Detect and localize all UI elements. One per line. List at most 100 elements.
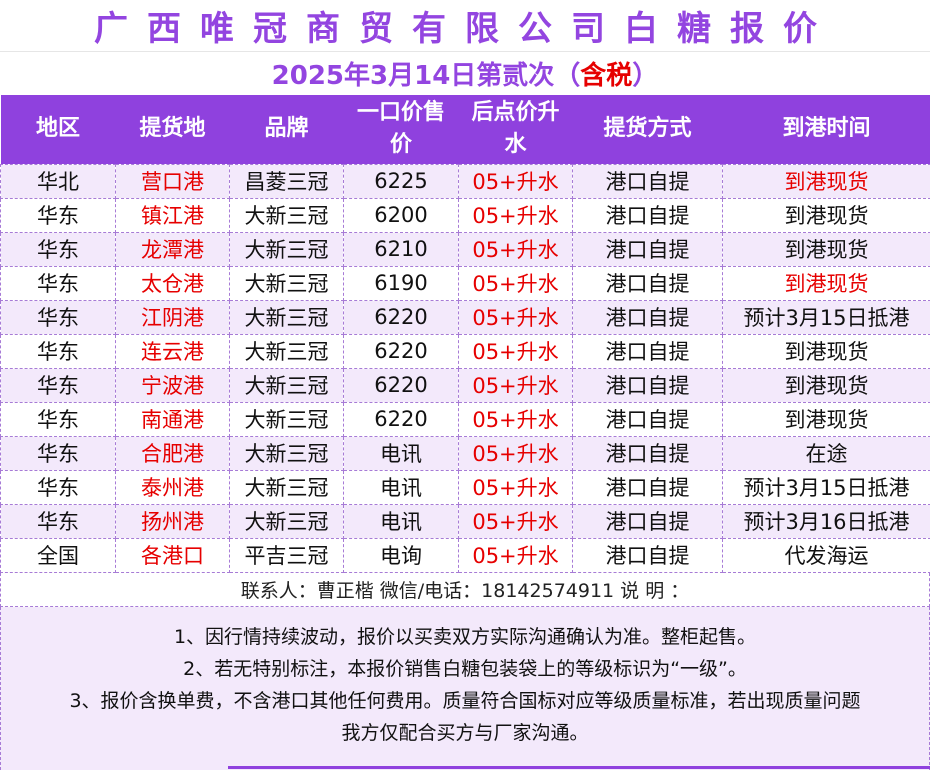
cell-method: 港口自提 xyxy=(573,402,723,436)
cell-brand: 平吉三冠 xyxy=(230,538,344,572)
note-1: 1、因行情持续波动，报价以买卖双方实际沟通确认为准。整柜起售。 xyxy=(174,621,756,653)
cell-brand: 大新三冠 xyxy=(230,232,344,266)
cell-brand: 大新三冠 xyxy=(230,504,344,538)
cell-port: 扬州港 xyxy=(116,504,230,538)
cell-port: 连云港 xyxy=(116,334,230,368)
cell-arrival: 在途 xyxy=(723,436,930,470)
cell-price: 6220 xyxy=(344,402,459,436)
note-4: 我方仅配合买方与厂家沟通。 xyxy=(341,717,588,749)
cell-price: 6190 xyxy=(344,266,459,300)
cell-port: 江阴港 xyxy=(116,300,230,334)
cell-brand: 大新三冠 xyxy=(230,266,344,300)
cell-brand: 昌菱三冠 xyxy=(230,164,344,198)
date-text: 2025年3月14日第贰次（ xyxy=(272,55,581,92)
cell-port: 营口港 xyxy=(116,164,230,198)
cell-price: 电讯 xyxy=(344,504,459,538)
cell-brand: 大新三冠 xyxy=(230,300,344,334)
cell-price: 6220 xyxy=(344,368,459,402)
cell-method: 港口自提 xyxy=(573,198,723,232)
header-arrival: 到港时间 xyxy=(723,95,930,164)
cell-brand: 大新三冠 xyxy=(230,334,344,368)
header-price: 一口价售价 xyxy=(344,95,459,164)
cell-method: 港口自提 xyxy=(573,538,723,572)
cell-arrival: 到港现货 xyxy=(723,334,930,368)
cell-premium: 05+升水 xyxy=(459,266,573,300)
cell-premium: 05+升水 xyxy=(459,232,573,266)
cell-premium: 05+升水 xyxy=(459,436,573,470)
header-region: 地区 xyxy=(1,95,116,164)
cell-region: 华东 xyxy=(1,232,116,266)
cell-price: 6200 xyxy=(344,198,459,232)
cell-method: 港口自提 xyxy=(573,266,723,300)
date-close: ） xyxy=(632,55,658,92)
cell-arrival: 到港现货 xyxy=(723,402,930,436)
cell-region: 华东 xyxy=(1,198,116,232)
cell-method: 港口自提 xyxy=(573,300,723,334)
cell-brand: 大新三冠 xyxy=(230,436,344,470)
cell-premium: 05+升水 xyxy=(459,368,573,402)
cell-method: 港口自提 xyxy=(573,504,723,538)
cell-price: 6210 xyxy=(344,232,459,266)
cell-arrival: 到港现货 xyxy=(723,266,930,300)
cell-arrival: 预计3月15日抵港 xyxy=(723,300,930,334)
cell-port: 各港口 xyxy=(116,538,230,572)
cell-port: 龙潭港 xyxy=(116,232,230,266)
header-port: 提货地 xyxy=(116,95,230,164)
cell-arrival: 到港现货 xyxy=(723,164,930,198)
cell-arrival: 预计3月16日抵港 xyxy=(723,504,930,538)
cell-region: 华东 xyxy=(1,470,116,504)
cell-price: 6225 xyxy=(344,164,459,198)
contact-info: 联系人：曹正楷 微信/电话：18142574911 说 明 ： xyxy=(0,573,930,607)
page-title: 广西唯冠商贸有限公司白糖报价 xyxy=(0,0,930,52)
table-header: 地区提货地品牌一口价售价后点价升水提货方式到港时间 xyxy=(1,95,930,164)
cell-price: 电讯 xyxy=(344,470,459,504)
cell-port: 南通港 xyxy=(116,402,230,436)
cell-port: 太仓港 xyxy=(116,266,230,300)
cell-premium: 05+升水 xyxy=(459,300,573,334)
cell-price: 6220 xyxy=(344,300,459,334)
cell-arrival: 到港现货 xyxy=(723,232,930,266)
cell-region: 华东 xyxy=(1,504,116,538)
cell-arrival: 到港现货 xyxy=(723,368,930,402)
cell-region: 华北 xyxy=(1,164,116,198)
cell-port: 泰州港 xyxy=(116,470,230,504)
cell-premium: 05+升水 xyxy=(459,164,573,198)
cell-premium: 05+升水 xyxy=(459,538,573,572)
cell-price: 电询 xyxy=(344,538,459,572)
cell-brand: 大新三冠 xyxy=(230,402,344,436)
cell-method: 港口自提 xyxy=(573,436,723,470)
cell-region: 华东 xyxy=(1,334,116,368)
cell-arrival: 代发海运 xyxy=(723,538,930,572)
cell-method: 港口自提 xyxy=(573,368,723,402)
header-method: 提货方式 xyxy=(573,95,723,164)
cell-price: 6220 xyxy=(344,334,459,368)
cell-brand: 大新三冠 xyxy=(230,368,344,402)
tax-label: 含税 xyxy=(580,55,632,92)
cell-premium: 05+升水 xyxy=(459,470,573,504)
date-subtitle: 2025年3月14日第贰次（含税） xyxy=(0,52,930,95)
cell-method: 港口自提 xyxy=(573,334,723,368)
cell-method: 港口自提 xyxy=(573,164,723,198)
cell-port: 镇江港 xyxy=(116,198,230,232)
cell-premium: 05+升水 xyxy=(459,504,573,538)
cell-region: 华东 xyxy=(1,402,116,436)
cell-brand: 大新三冠 xyxy=(230,198,344,232)
cell-price: 电讯 xyxy=(344,436,459,470)
cell-premium: 05+升水 xyxy=(459,198,573,232)
note-2: 2、若无特别标注，本报价销售白糖包装袋上的等级标识为“一级”。 xyxy=(183,653,747,685)
cell-region: 华东 xyxy=(1,368,116,402)
cell-brand: 大新三冠 xyxy=(230,470,344,504)
cell-premium: 05+升水 xyxy=(459,334,573,368)
cell-premium: 05+升水 xyxy=(459,402,573,436)
cell-region: 华东 xyxy=(1,300,116,334)
